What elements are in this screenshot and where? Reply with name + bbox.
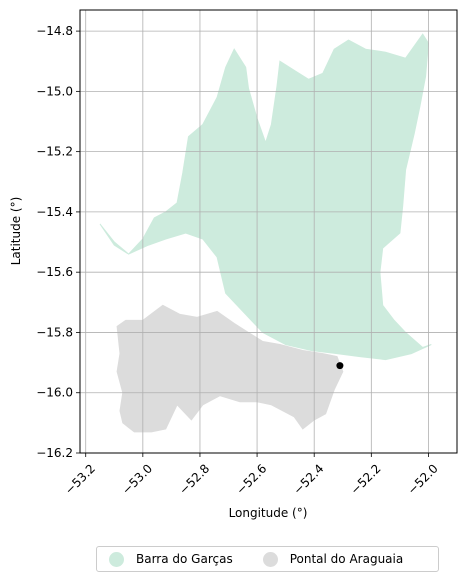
legend-item-barra-do-garcas: Barra do Garças — [109, 551, 233, 567]
y-tick-label: −16.0 — [36, 386, 73, 400]
map-plot: −53.2 −53.0 −52.8 −52.6 −52.4 −52.2 −52.0 −14.8… — [9, 9, 458, 520]
x-tick-label: −52.2 — [348, 461, 384, 497]
y-tick-label: −15.6 — [36, 265, 73, 279]
legend: Barra do Garças Pontal do Araguaia — [96, 546, 439, 572]
legend-swatch-barra-do-garcas — [109, 551, 124, 567]
x-tick-label: −52.8 — [176, 461, 212, 497]
y-tick-label: −15.0 — [36, 84, 73, 98]
y-tick-label: −15.8 — [36, 325, 73, 339]
y-tick-label: −14.8 — [36, 24, 73, 38]
y-tick-label: −15.2 — [36, 145, 73, 159]
plot-frame — [79, 9, 458, 454]
legend-swatch-pontal-do-araguaia — [262, 551, 278, 567]
region-0 — [99, 33, 432, 361]
legend-label: Pontal do Araguaia — [289, 552, 404, 566]
legend-item-pontal-do-araguaia: Pontal do Araguaia — [262, 551, 404, 567]
y-tick-label: −16.2 — [36, 446, 73, 460]
region-1 — [116, 304, 344, 433]
y-tick-label: −15.4 — [36, 205, 73, 219]
location-marker — [336, 362, 344, 370]
x-tick-label: −52.4 — [291, 461, 327, 497]
x-tick-label: −52.6 — [234, 461, 270, 497]
legend-label: Barra do Garças — [136, 552, 233, 566]
y-axis-label: Latitude (°) — [9, 197, 23, 266]
x-tick-label: −53.0 — [119, 461, 155, 497]
x-tick-label: −52.0 — [405, 461, 441, 497]
x-tick-label: −53.2 — [62, 461, 98, 497]
x-axis-label: Longitude (°) — [229, 506, 308, 520]
